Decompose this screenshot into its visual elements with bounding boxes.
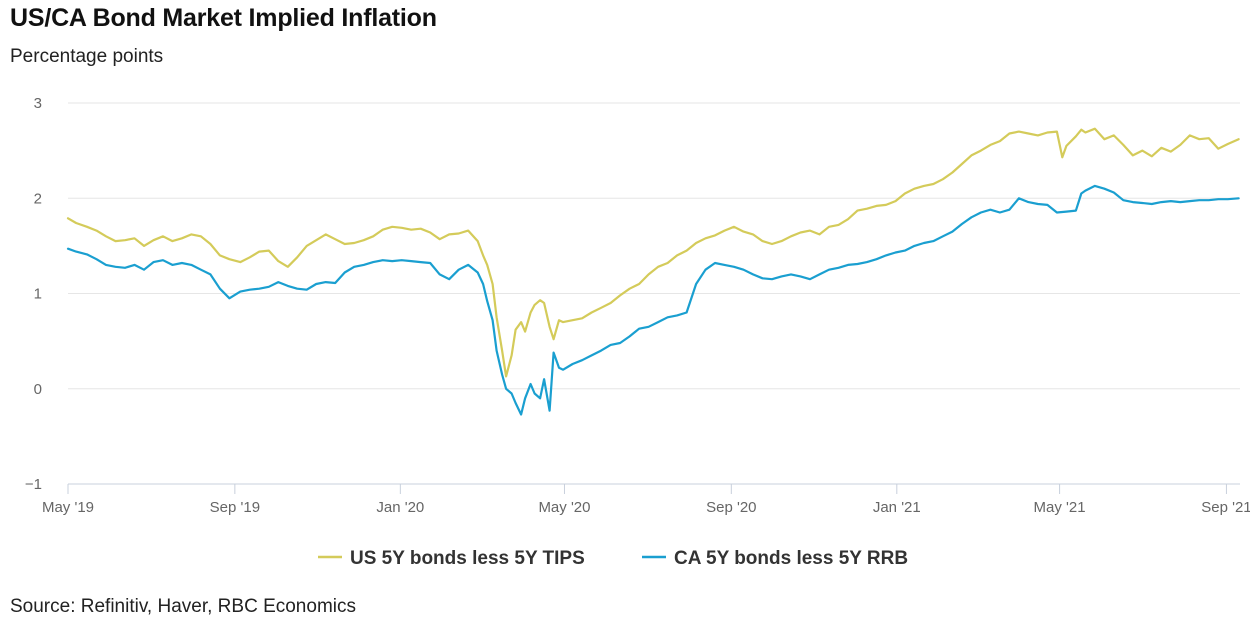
legend-label[interactable]: US 5Y bonds less 5Y TIPS	[350, 548, 585, 569]
x-tick-label: Sep '20	[706, 499, 756, 516]
x-tick-label: Jan '21	[873, 499, 921, 516]
y-tick-label: 1	[34, 286, 42, 303]
x-tick-label: May '20	[538, 499, 590, 516]
series-layer	[66, 127, 1240, 416]
chart-subtitle: Percentage points	[10, 46, 164, 67]
y-tick-label: 3	[34, 95, 42, 112]
y-tick-label: −1	[25, 476, 42, 493]
x-tick-label: Jan '20	[376, 499, 424, 516]
x-tick-label: Sep '21	[1201, 499, 1250, 516]
chart-title: US/CA Bond Market Implied Inflation	[10, 4, 437, 32]
series-line-ca	[66, 184, 1240, 416]
legend-label[interactable]: CA 5Y bonds less 5Y RRB	[674, 548, 908, 569]
x-tick-label: May '19	[42, 499, 94, 516]
legend: US 5Y bonds less 5Y TIPS CA 5Y bonds less…	[318, 548, 908, 569]
x-tick-label: May '21	[1034, 499, 1086, 516]
axis-layer: −1 0 1 2 3 May '19 Sep '19 Jan '20 May '20 Sep '2…	[25, 95, 1250, 516]
series-line-us	[66, 127, 1240, 378]
grid-layer	[68, 102, 1240, 485]
y-tick-label: 2	[34, 190, 42, 207]
chart-source: Source: Refinitiv, Haver, RBC Economics	[10, 596, 356, 617]
y-tick-label: 0	[34, 381, 42, 398]
x-tick-label: Sep '19	[210, 499, 260, 516]
